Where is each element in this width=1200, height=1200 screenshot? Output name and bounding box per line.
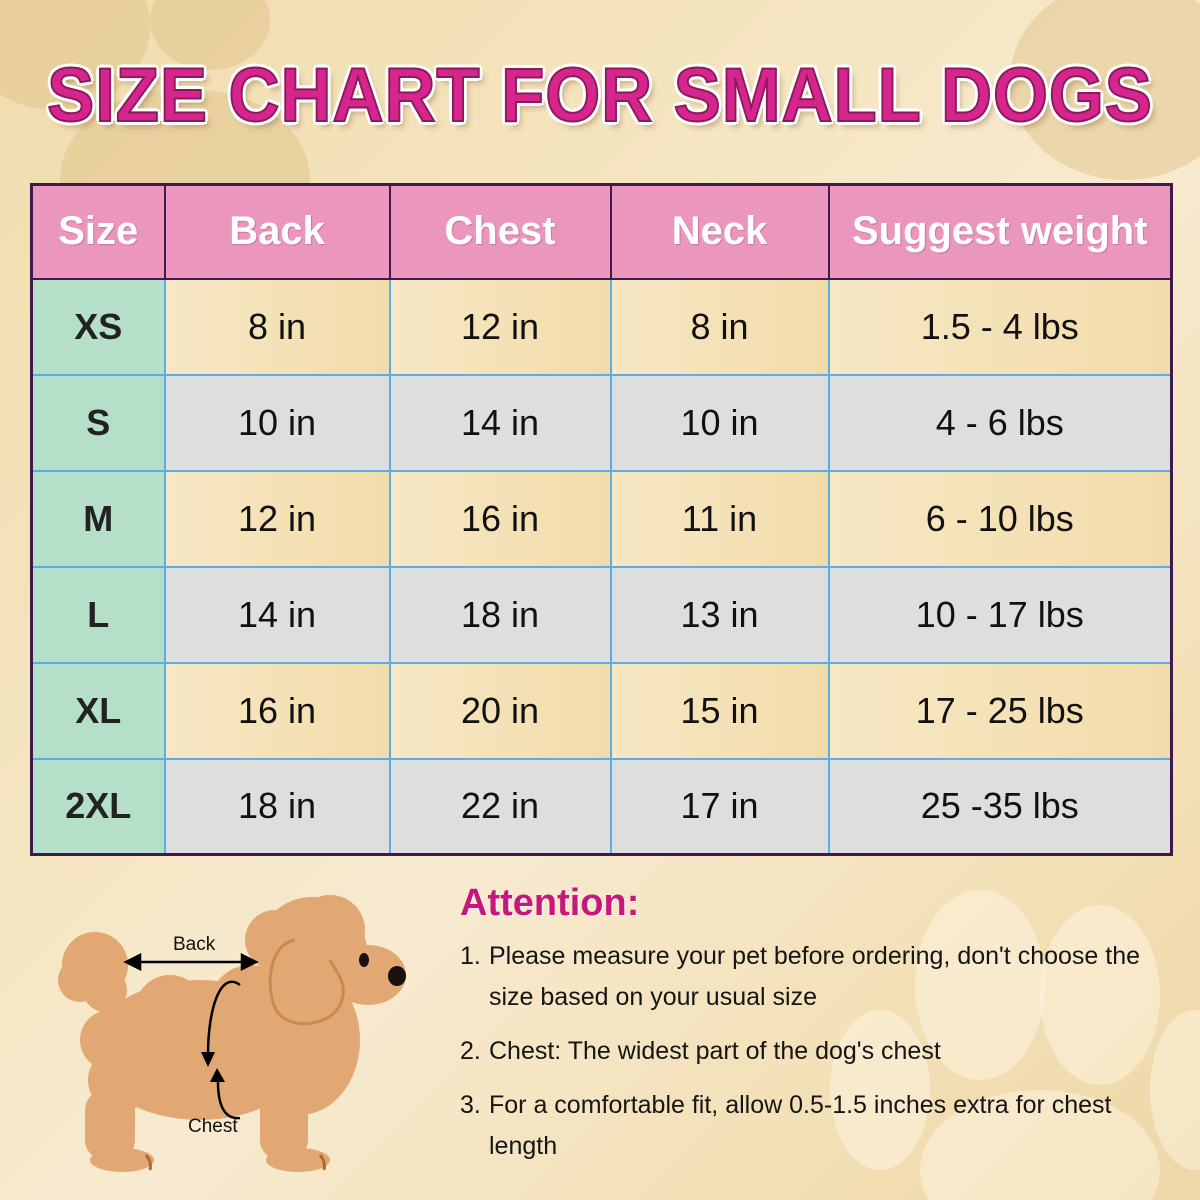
note-text: For a comfortable fit, allow 0.5-1.5 inc…: [489, 1091, 1112, 1160]
neck-cell: 8 in: [609, 277, 830, 376]
note-item: 1. Please measure your pet before orderi…: [460, 936, 1180, 1018]
size-cell: XL: [30, 661, 166, 760]
circular-arrow-icon: [206, 980, 241, 1120]
size-cell: 2XL: [30, 757, 166, 856]
chest-cell: 20 in: [388, 661, 612, 760]
back-cell: 10 in: [163, 373, 391, 472]
note-number: 1.: [460, 942, 481, 970]
neck-cell: 15 in: [609, 661, 830, 760]
size-cell: S: [30, 373, 166, 472]
column-header-size: Size: [30, 183, 166, 280]
back-cell: 16 in: [163, 661, 391, 760]
back-cell: 14 in: [163, 565, 391, 664]
note-number: 2.: [460, 1037, 481, 1065]
note-item: 3. For a comfortable fit, allow 0.5-1.5 …: [460, 1085, 1180, 1167]
size-chart-table: Size Back Chest Neck Suggest weight XS 8…: [30, 183, 1173, 856]
column-header-back: Back: [163, 183, 391, 280]
size-cell: M: [30, 469, 166, 568]
column-header-suggest-weight: Suggest weight: [827, 183, 1173, 280]
weight-cell: 4 - 6 lbs: [827, 373, 1173, 472]
weight-cell: 1.5 - 4 lbs: [827, 277, 1173, 376]
paw-print-decoration: [915, 890, 1045, 1080]
table-row: S 10 in 14 in 10 in 4 - 6 lbs: [30, 373, 1173, 472]
dog-illustration-icon: [58, 895, 406, 1172]
chest-cell: 16 in: [388, 469, 612, 568]
back-cell: 12 in: [163, 469, 391, 568]
page-title: SIZE CHART FOR SMALL DOGS: [46, 52, 1153, 139]
neck-cell: 13 in: [609, 565, 830, 664]
back-cell: 8 in: [163, 277, 391, 376]
table-header-row: Size Back Chest Neck Suggest weight: [30, 183, 1173, 280]
weight-cell: 25 -35 lbs: [827, 757, 1173, 856]
dog-measurement-diagram: Back Chest: [50, 890, 430, 1180]
chest-cell: 22 in: [388, 757, 612, 856]
column-header-neck: Neck: [609, 183, 830, 280]
note-text: Please measure your pet before ordering,…: [489, 942, 1141, 1011]
table-row: L 14 in 18 in 13 in 10 - 17 lbs: [30, 565, 1173, 664]
chest-cell: 12 in: [388, 277, 612, 376]
weight-cell: 6 - 10 lbs: [827, 469, 1173, 568]
note-text: Chest: The widest part of the dog's ches…: [489, 1037, 941, 1065]
chest-cell: 18 in: [388, 565, 612, 664]
neck-cell: 11 in: [609, 469, 830, 568]
weight-cell: 10 - 17 lbs: [827, 565, 1173, 664]
neck-cell: 10 in: [609, 373, 830, 472]
note-item: 2. Chest: The widest part of the dog's c…: [460, 1031, 1180, 1072]
back-label: Back: [173, 934, 216, 955]
double-arrow-icon: [123, 952, 259, 972]
paw-print-decoration: [830, 1010, 930, 1170]
paw-print-decoration: [1040, 905, 1160, 1085]
table-row: M 12 in 16 in 11 in 6 - 10 lbs: [30, 469, 1173, 568]
chest-label: Chest: [188, 1116, 238, 1137]
table-row: 2XL 18 in 22 in 17 in 25 -35 lbs: [30, 757, 1173, 856]
size-cell: L: [30, 565, 166, 664]
neck-cell: 17 in: [609, 757, 830, 856]
attention-notes-list: 1. Please measure your pet before orderi…: [460, 936, 1180, 1180]
table-row: XS 8 in 12 in 8 in 1.5 - 4 lbs: [30, 277, 1173, 376]
size-cell: XS: [30, 277, 166, 376]
table-row: XL 16 in 20 in 15 in 17 - 25 lbs: [30, 661, 1173, 760]
attention-heading: Attention:: [460, 882, 640, 924]
back-cell: 18 in: [163, 757, 391, 856]
chest-cell: 14 in: [388, 373, 612, 472]
column-header-chest: Chest: [388, 183, 612, 280]
weight-cell: 17 - 25 lbs: [827, 661, 1173, 760]
note-number: 3.: [460, 1091, 481, 1119]
